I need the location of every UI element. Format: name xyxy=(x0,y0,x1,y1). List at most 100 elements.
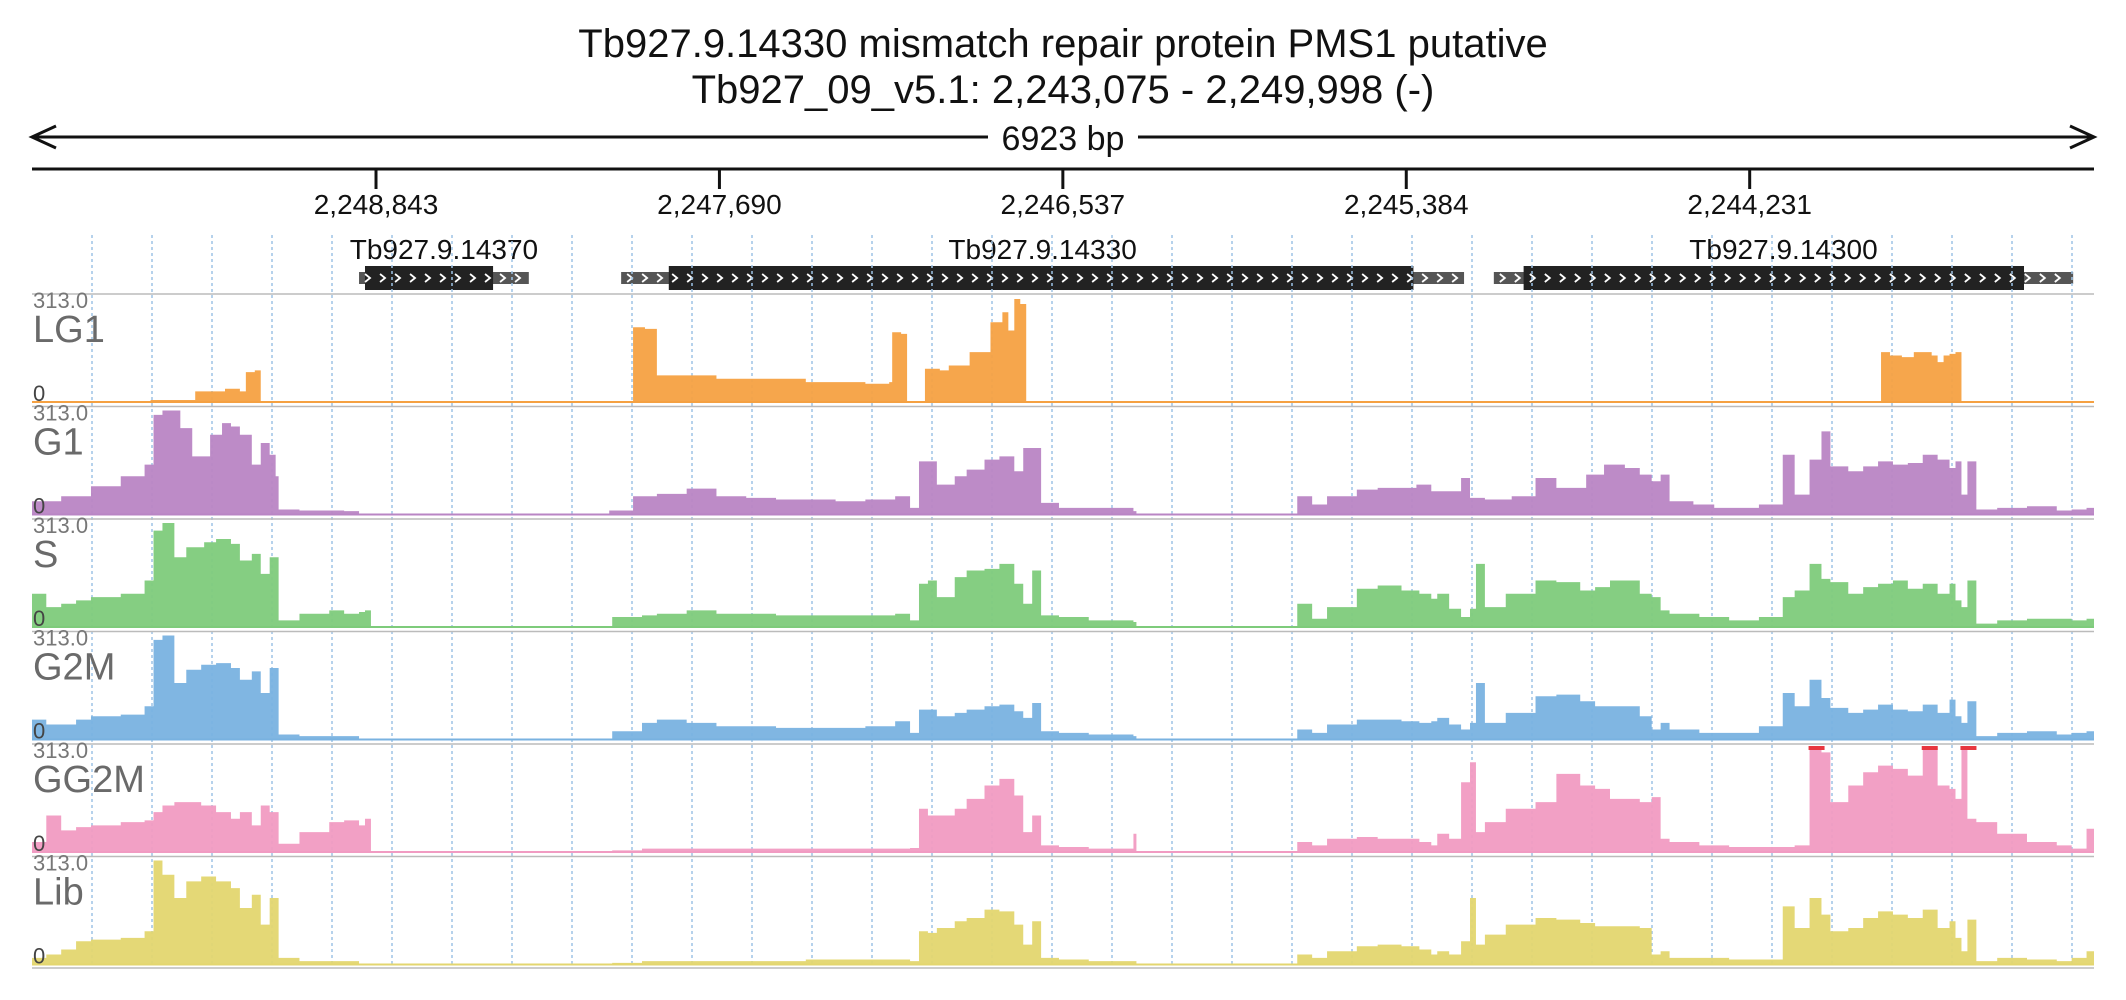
track-ymin-label: 0 xyxy=(33,831,45,856)
strand-chevron xyxy=(1829,273,1837,283)
strand-chevron xyxy=(1589,273,1597,283)
track-ymin-label: 0 xyxy=(33,381,45,406)
strand-chevron xyxy=(2039,273,2047,283)
gene-cds-bar xyxy=(668,266,1414,290)
strand-chevron xyxy=(1574,273,1582,283)
strand-chevron xyxy=(1874,273,1882,283)
coverage-area-g1 xyxy=(32,410,2094,515)
span-arrowhead-right xyxy=(2069,124,2098,150)
strand-chevron xyxy=(1514,273,1522,283)
chart-title: Tb927.9.14330 mismatch repair protein PM… xyxy=(578,22,1548,66)
strand-chevron xyxy=(454,273,462,283)
strand-chevron xyxy=(851,273,859,283)
strand-chevron xyxy=(671,273,679,283)
strand-chevron xyxy=(656,273,664,283)
strand-chevron xyxy=(1196,273,1204,283)
strand-chevron xyxy=(1649,273,1657,283)
strand-chevron xyxy=(484,273,492,283)
gene-label: Tb927.9.14300 xyxy=(1689,234,1877,265)
strand-chevron xyxy=(2054,273,2062,283)
track-ymin-label: 0 xyxy=(33,606,45,631)
strand-chevron xyxy=(971,273,979,283)
track-ymax-label: 313.0 xyxy=(33,626,88,651)
strand-chevron xyxy=(1301,273,1309,283)
strand-chevron xyxy=(1604,273,1612,283)
strand-chevron xyxy=(1619,273,1627,283)
coverage-area-g2m xyxy=(32,635,2094,740)
strand-chevron xyxy=(1919,273,1927,283)
strand-chevron xyxy=(1391,273,1399,283)
clipped-peak-marker xyxy=(1921,746,1938,750)
strand-chevron xyxy=(1211,273,1219,283)
clipped-peak-marker xyxy=(1808,746,1825,750)
strand-chevron xyxy=(1451,273,1459,283)
strand-chevron xyxy=(469,273,477,283)
track-ymax-label: 313.0 xyxy=(33,851,88,876)
coverage-area-lg1 xyxy=(32,298,2094,402)
strand-chevron xyxy=(881,273,889,283)
strand-chevron xyxy=(1241,273,1249,283)
scale-tick-label: 2,246,537 xyxy=(1001,189,1126,220)
track-ymin-label: 0 xyxy=(33,494,45,519)
strand-chevron xyxy=(836,273,844,283)
track-ymax-label: 313.0 xyxy=(33,401,88,426)
track-name-label: G2M xyxy=(33,647,115,689)
strand-chevron xyxy=(1076,273,1084,283)
strand-chevron xyxy=(424,273,432,283)
strand-chevron xyxy=(1769,273,1777,283)
strand-chevron xyxy=(941,273,949,283)
strand-chevron xyxy=(1964,273,1972,283)
strand-chevron xyxy=(409,273,417,283)
track-name-label: LG1 xyxy=(33,309,105,351)
strand-chevron xyxy=(379,273,387,283)
strand-chevron xyxy=(1784,273,1792,283)
strand-chevron xyxy=(1361,273,1369,283)
strand-chevron xyxy=(1949,273,1957,283)
strand-chevron xyxy=(956,273,964,283)
track-name-label: GG2M xyxy=(33,759,145,801)
strand-chevron xyxy=(1754,273,1762,283)
strand-chevron xyxy=(499,273,507,283)
track-ymax-label: 313.0 xyxy=(33,288,88,313)
strand-chevron xyxy=(1799,273,1807,283)
strand-chevron xyxy=(1316,273,1324,283)
strand-chevron xyxy=(1859,273,1867,283)
track-name-label: S xyxy=(33,534,58,576)
strand-chevron xyxy=(1724,273,1732,283)
strand-chevron xyxy=(716,273,724,283)
strand-chevron xyxy=(791,273,799,283)
scale-tick-label: 2,248,843 xyxy=(314,189,439,220)
locus-subtitle: Tb927_09_v5.1: 2,243,075 - 2,249,998 (-) xyxy=(691,68,1435,112)
strand-chevron xyxy=(701,273,709,283)
scale-tick-label: 2,247,690 xyxy=(657,189,782,220)
coverage-area-s xyxy=(32,523,2094,627)
track-ymax-label: 313.0 xyxy=(33,513,88,538)
strand-chevron xyxy=(641,273,649,283)
track-ymin-label: 0 xyxy=(33,944,45,969)
strand-chevron xyxy=(1136,273,1144,283)
track-ymin-label: 0 xyxy=(33,719,45,744)
strand-chevron xyxy=(439,273,447,283)
strand-chevron xyxy=(1814,273,1822,283)
strand-chevron xyxy=(1121,273,1129,283)
strand-chevron xyxy=(1256,273,1264,283)
strand-chevron xyxy=(1016,273,1024,283)
scale-tick-label: 2,244,231 xyxy=(1687,189,1812,220)
span-arrowhead-left xyxy=(28,124,57,150)
strand-chevron xyxy=(1091,273,1099,283)
strand-chevron xyxy=(1694,273,1702,283)
strand-chevron xyxy=(1679,273,1687,283)
strand-chevron xyxy=(1664,273,1672,283)
strand-chevron xyxy=(761,273,769,283)
strand-chevron xyxy=(1739,273,1747,283)
strand-chevron xyxy=(1436,273,1444,283)
strand-chevron xyxy=(731,273,739,283)
strand-chevron xyxy=(776,273,784,283)
strand-chevron xyxy=(1544,273,1552,283)
strand-chevron xyxy=(1979,273,1987,283)
strand-chevron xyxy=(1421,273,1429,283)
strand-chevron xyxy=(1889,273,1897,283)
strand-chevron xyxy=(364,273,372,283)
coverage-area-gg2m xyxy=(32,748,2094,852)
